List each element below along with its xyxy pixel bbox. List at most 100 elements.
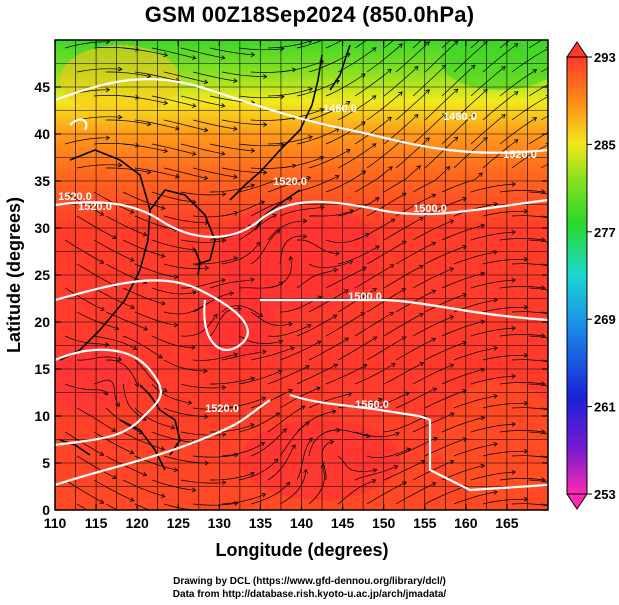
- streamline-arrow: [511, 421, 516, 427]
- streamline: [499, 334, 545, 337]
- colorbar: 293 285 277 269 261 253: [566, 41, 616, 510]
- streamline: [163, 503, 196, 510]
- streamline: [482, 258, 528, 265]
- streamline: [470, 375, 516, 385]
- streamline: [337, 197, 380, 217]
- streamline: [354, 363, 396, 385]
- streamline-arrow: [398, 91, 403, 96]
- streamline: [134, 119, 180, 130]
- streamline: [221, 351, 267, 361]
- streamline-arrow: [545, 95, 548, 100]
- streamline: [209, 184, 255, 193]
- y-axis: 0 5 10 15 20 25 30 35 40 45: [34, 79, 548, 518]
- streamline: [499, 382, 545, 385]
- streamline-arrow: [233, 78, 238, 84]
- streamline: [511, 96, 548, 121]
- contour-label: 1520.0: [58, 191, 92, 203]
- streamline: [209, 143, 255, 152]
- streamline: [122, 143, 168, 152]
- streamline: [279, 206, 324, 217]
- streamline: [482, 498, 528, 505]
- streamline-arrow: [130, 304, 135, 309]
- streamline-arrow: [371, 95, 377, 100]
- streamline: [499, 430, 545, 433]
- streamline-arrow: [233, 352, 239, 358]
- streamline: [412, 64, 447, 97]
- streamline-arrow: [513, 43, 519, 48]
- streamline-arrow: [229, 291, 235, 296]
- streamline-arrow: [175, 173, 180, 179]
- streamline-arrow: [425, 89, 430, 94]
- streamline: [412, 460, 454, 481]
- y-tick-label: 0: [42, 502, 50, 518]
- streamline-arrow: [414, 66, 419, 71]
- streamline: [441, 112, 476, 145]
- streamline-arrow: [278, 177, 283, 183]
- streamline-arrow: [285, 481, 291, 487]
- streamline: [395, 290, 436, 313]
- streamline: [93, 379, 120, 407]
- streamline-arrow: [204, 265, 210, 271]
- streamline: [412, 166, 450, 193]
- streamline-arrow: [511, 277, 516, 283]
- streamline-arrow: [565, 27, 569, 31]
- streamline-arrow: [344, 289, 349, 294]
- y-tick-label: 20: [34, 314, 50, 330]
- streamline-arrow: [390, 363, 396, 368]
- x-tick-label: 115: [85, 515, 108, 531]
- streamline: [499, 238, 545, 241]
- streamline-arrow: [493, 298, 498, 303]
- streamline: [424, 40, 458, 73]
- streamline-arrow: [112, 234, 117, 239]
- streamline: [308, 101, 351, 121]
- streamline: [238, 179, 283, 193]
- streamline: [453, 251, 498, 265]
- streamline-arrow: [250, 471, 255, 477]
- streamline-arrow: [478, 172, 483, 178]
- streamline: [267, 88, 313, 97]
- streamline: [151, 143, 196, 155]
- streamline: [180, 191, 226, 196]
- streamline: [354, 312, 394, 337]
- streamline: [134, 311, 178, 326]
- streamline-arrow: [118, 162, 123, 168]
- streamline: [238, 412, 280, 433]
- streamline-arrow: [191, 487, 197, 493]
- streamline: [308, 260, 353, 268]
- streamline: [64, 239, 104, 264]
- streamline-arrow: [118, 114, 123, 120]
- streamline-arrow: [306, 324, 312, 329]
- streamline: [296, 363, 338, 385]
- streamline: [267, 256, 292, 289]
- streamline: [354, 218, 395, 241]
- streamline: [453, 395, 498, 409]
- streamline-arrow: [233, 256, 239, 261]
- streamline-arrow: [523, 352, 529, 358]
- streamline: [412, 413, 455, 433]
- streamline-arrow: [441, 64, 447, 70]
- streamline-arrow: [258, 312, 264, 318]
- streamline-arrow: [222, 191, 227, 197]
- streamline: [499, 117, 537, 145]
- streamline: [267, 324, 312, 337]
- streamline: [482, 43, 519, 73]
- streamline: [424, 341, 467, 361]
- streamline: [221, 71, 267, 77]
- streamline-arrow: [261, 493, 267, 498]
- streamline: [250, 229, 281, 265]
- streamline-arrow: [221, 385, 227, 390]
- streamline: [267, 136, 313, 145]
- streamline: [412, 364, 454, 385]
- streamline: [528, 335, 548, 339]
- streamline: [250, 389, 293, 409]
- streamline-arrow: [233, 405, 239, 410]
- streamline-arrow: [163, 52, 169, 58]
- colorbar-top-arrow: [566, 41, 588, 58]
- streamline-arrow: [282, 428, 287, 433]
- streamline-arrow: [117, 356, 123, 362]
- streamline-arrow: [371, 47, 377, 52]
- streamline: [279, 60, 324, 73]
- colorbar-tick-label: 293: [594, 50, 616, 65]
- streamline-arrow: [142, 416, 147, 421]
- streamline-arrow: [470, 64, 476, 70]
